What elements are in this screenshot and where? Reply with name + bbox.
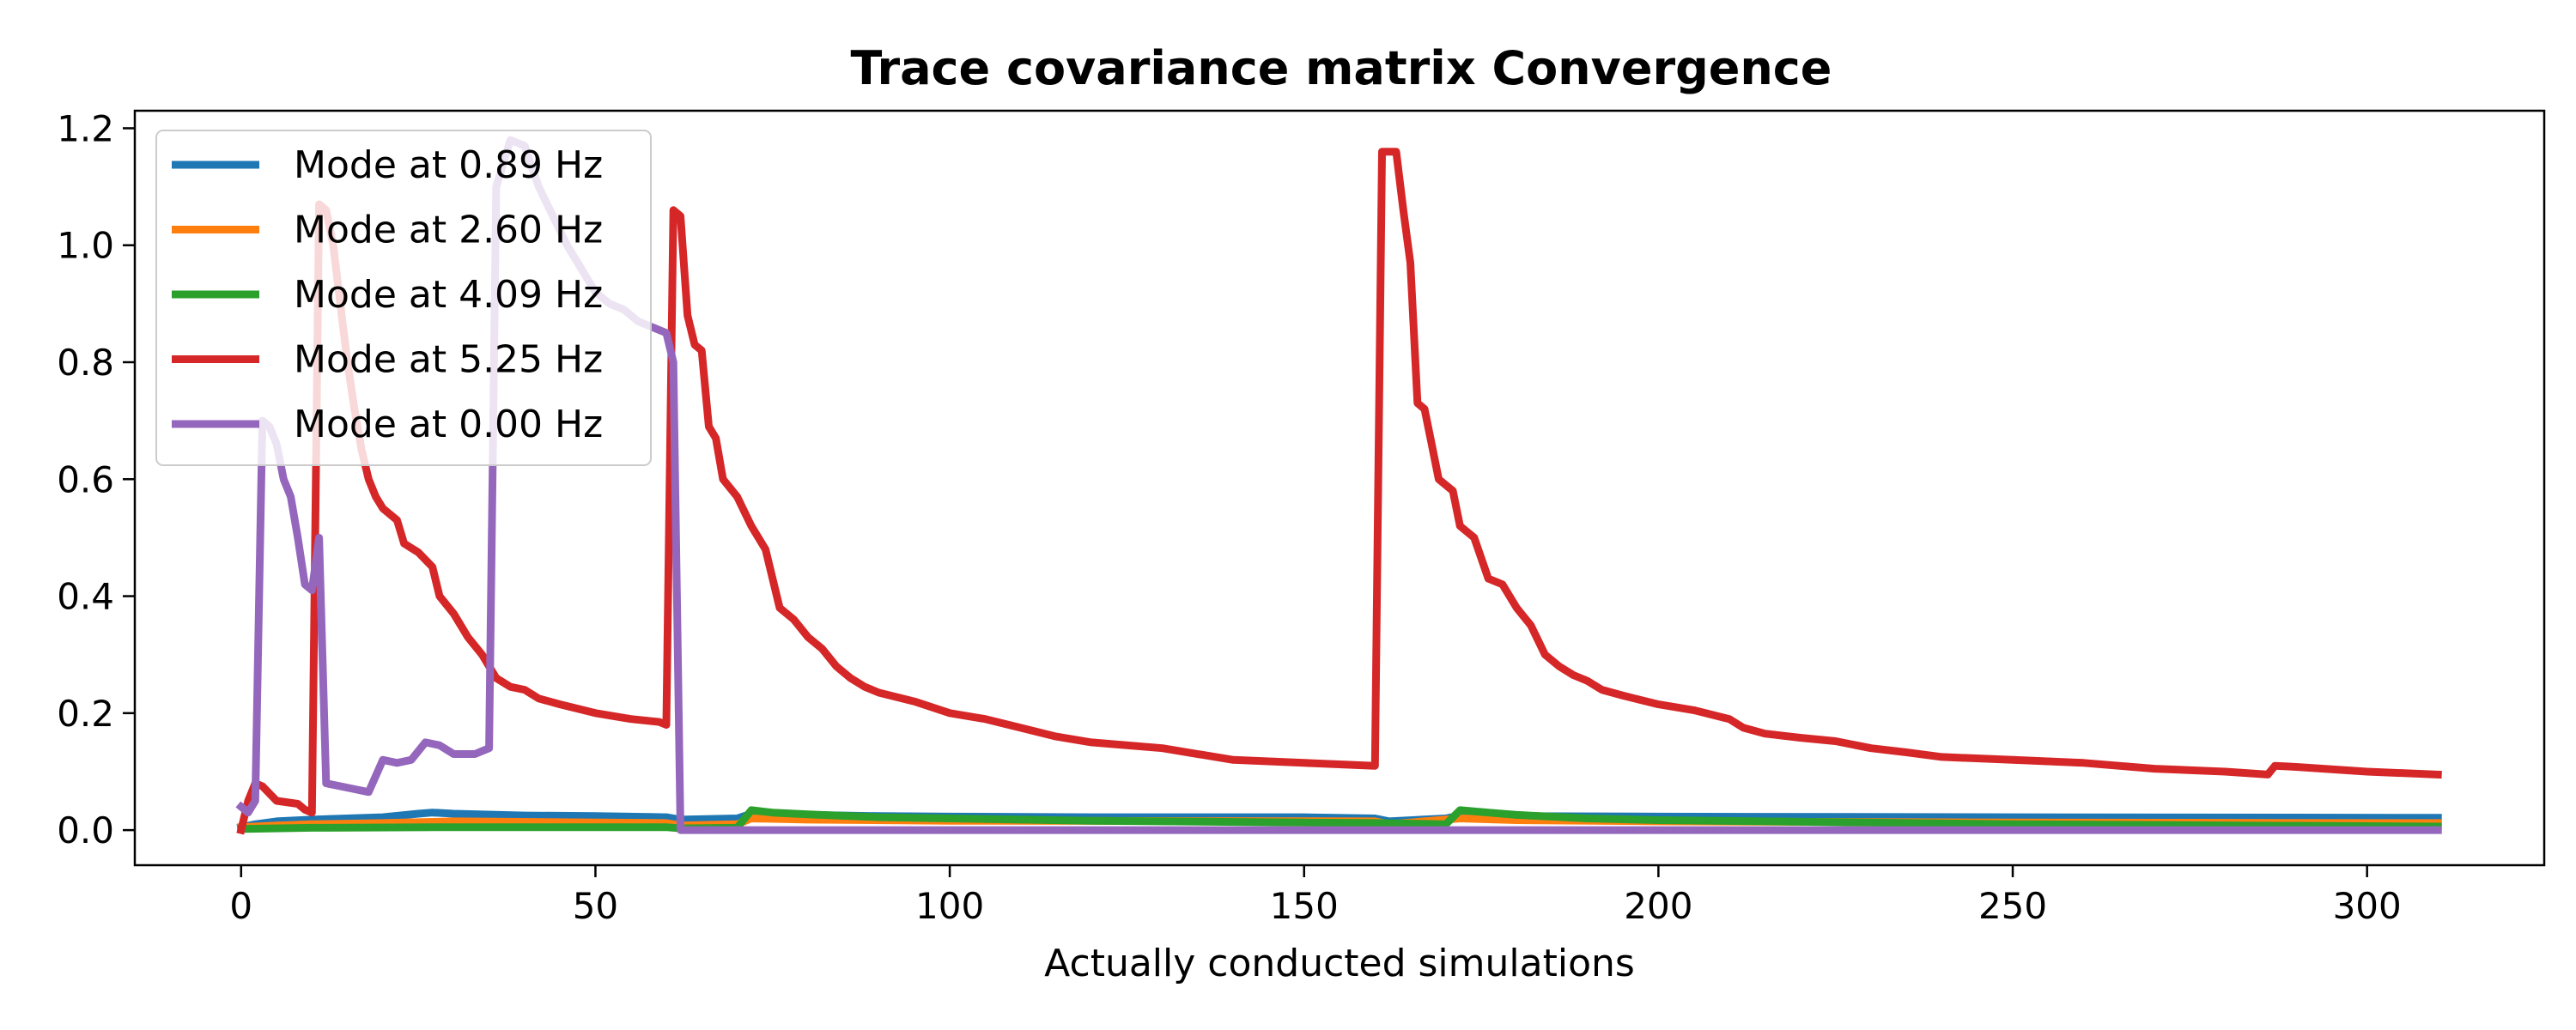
legend-label-2: Mode at 4.09 Hz <box>294 273 603 317</box>
legend: Mode at 0.89 Hz Mode at 2.60 Hz Mode at 4.… <box>155 130 652 466</box>
legend-label-0: Mode at 0.89 Hz <box>294 143 603 187</box>
y-tick-label-2: 0.4 <box>57 576 114 618</box>
x-axis-label: Actually conducted simulations <box>1044 942 1635 985</box>
y-tick-label-0: 0.0 <box>57 809 114 851</box>
y-tick-label-6: 1.2 <box>57 107 114 149</box>
x-axis: 0 50 100 150 200 250 300 <box>229 865 2402 927</box>
series-layer <box>235 136 2442 835</box>
x-tick-label-6: 300 <box>2333 885 2402 927</box>
y-tick-label-3: 0.6 <box>57 458 114 500</box>
x-tick-label-0: 0 <box>229 885 252 927</box>
x-tick-label-3: 150 <box>1270 885 1339 927</box>
x-tick-label-2: 100 <box>915 885 984 927</box>
y-tick-label-5: 1.0 <box>57 225 114 267</box>
legend-label-1: Mode at 2.60 Hz <box>294 209 603 252</box>
y-tick-label-4: 0.8 <box>57 342 114 384</box>
legend-label-3: Mode at 5.25 Hz <box>294 338 603 382</box>
y-tick-label-1: 0.2 <box>57 693 114 735</box>
plot-frame <box>133 109 2546 867</box>
legend-label-4: Mode at 0.00 Hz <box>294 403 603 446</box>
x-tick-label-5: 250 <box>1978 885 2047 927</box>
x-tick-label-1: 50 <box>573 885 618 927</box>
legend-box <box>155 130 652 466</box>
series-line-2 <box>237 806 2442 833</box>
x-tick-label-4: 200 <box>1624 885 1692 927</box>
chart-title: Trace covariance matrix Convergence <box>851 41 1832 95</box>
series-line-1 <box>237 815 2442 832</box>
series-line-3 <box>236 148 2442 835</box>
y-axis: 0.0 0.2 0.4 0.6 0.8 1.0 1.2 <box>57 107 135 851</box>
